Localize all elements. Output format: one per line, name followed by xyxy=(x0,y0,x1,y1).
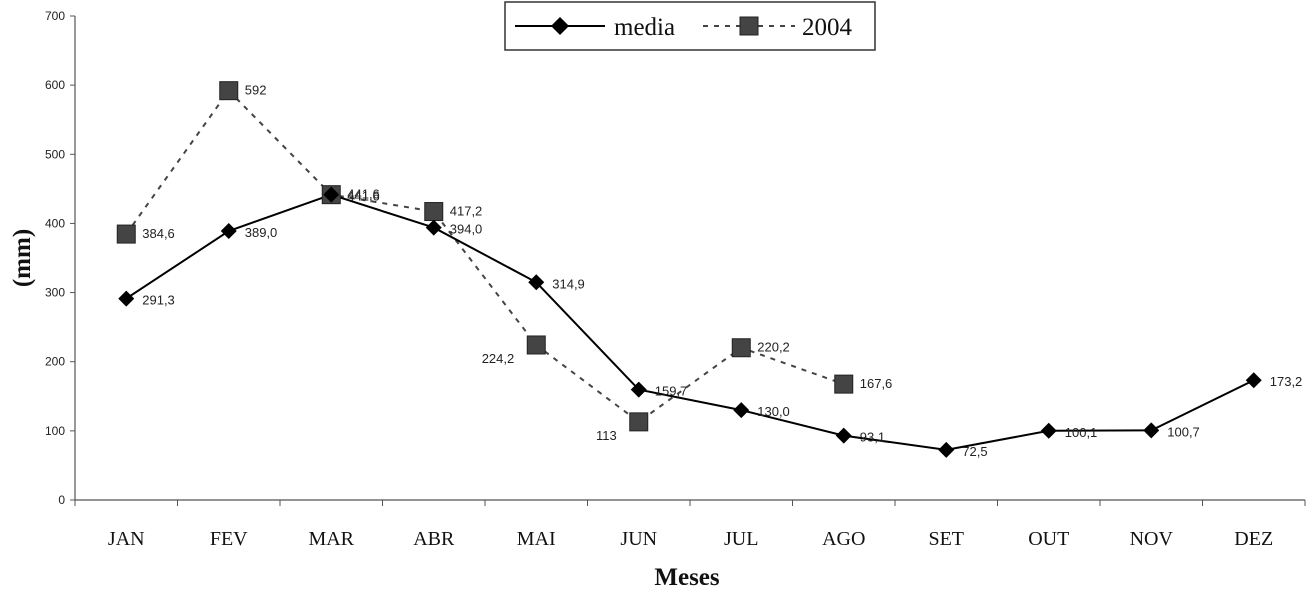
data-label-2004: 167,6 xyxy=(860,376,893,391)
data-point-2004 xyxy=(116,224,136,244)
series-markers xyxy=(116,81,1262,458)
data-point-media xyxy=(118,290,135,307)
x-tick-label: MAR xyxy=(308,528,354,550)
x-tick-label: DEZ xyxy=(1234,528,1273,550)
data-label-2004: 417,2 xyxy=(450,204,483,219)
data-label-media: 291,3 xyxy=(142,293,175,308)
data-point-2004 xyxy=(834,374,854,394)
data-label-media: 394,0 xyxy=(450,222,483,237)
x-tick-label: FEV xyxy=(210,528,248,550)
data-label-media: 173,2 xyxy=(1270,374,1303,389)
axes: 0 100 200 300 400 500 600 700 JAN FEV MAR ABR MAI JUN… xyxy=(45,9,1306,550)
y-tick-label: 300 xyxy=(45,286,65,300)
data-point-media xyxy=(323,186,340,203)
data-label-media: 130,0 xyxy=(757,404,790,419)
data-label-2004: 592 xyxy=(245,83,267,98)
legend-marker-media xyxy=(551,17,569,35)
y-tick-label: 200 xyxy=(45,355,65,369)
data-label-2004: 441,6 xyxy=(347,187,380,202)
y-tick-label: 700 xyxy=(45,9,65,23)
y-tick-label: 600 xyxy=(45,78,65,92)
data-label-media: 314,9 xyxy=(552,276,585,291)
x-tick-label: NOV xyxy=(1130,528,1174,550)
data-label-media: 100,1 xyxy=(1065,425,1098,440)
x-tick-label: SET xyxy=(928,528,964,550)
x-tick-label: AGO xyxy=(822,528,865,550)
data-label-2004: 384,6 xyxy=(142,226,175,241)
data-point-media xyxy=(1143,422,1160,439)
data-point-media xyxy=(630,381,647,398)
data-label-2004: 224,2 xyxy=(482,351,515,366)
data-label-media: 72,5 xyxy=(962,444,987,459)
data-point-media xyxy=(425,219,442,236)
data-point-2004 xyxy=(526,335,546,355)
data-point-media xyxy=(938,441,955,458)
legend-label-2004: 2004 xyxy=(802,14,853,41)
y-axis-title: (mm) xyxy=(9,229,36,287)
data-point-2004 xyxy=(731,338,751,358)
x-axis-title: Meses xyxy=(654,564,720,591)
data-point-media xyxy=(1040,422,1057,439)
data-label-2004: 220,2 xyxy=(757,340,790,355)
x-tick-label: OUT xyxy=(1028,528,1069,550)
data-label-2004: 113 xyxy=(596,428,617,443)
y-tick-label: 0 xyxy=(58,493,65,507)
legend: media 2004 xyxy=(504,1,876,51)
data-label-media: 389,0 xyxy=(245,225,278,240)
y-tick-label: 400 xyxy=(45,216,65,230)
series-lines xyxy=(125,89,1255,451)
x-tick-label: JAN xyxy=(108,528,145,550)
legend-marker-2004 xyxy=(739,16,759,36)
data-point-media xyxy=(835,427,852,444)
y-tick-label: 500 xyxy=(45,147,65,161)
data-point-media xyxy=(733,402,750,419)
data-label-media: 93,1 xyxy=(860,430,885,445)
x-tick-label: JUL xyxy=(724,528,758,550)
data-label-media: 159,7 xyxy=(655,384,688,399)
x-tick-label: ABR xyxy=(413,528,455,550)
series-line-media xyxy=(125,193,1255,451)
legend-label-media: media xyxy=(614,14,675,41)
data-point-media xyxy=(220,223,237,240)
data-labels: 291,3 389,0 441,6 394,0 314,9 159,7 130,0 93,1 7… xyxy=(142,83,1302,459)
data-point-2004 xyxy=(424,202,444,222)
data-label-media: 100,7 xyxy=(1167,424,1200,439)
x-tick-label: JUN xyxy=(620,528,657,550)
x-tick-label: MAI xyxy=(517,528,556,550)
y-tick-label: 100 xyxy=(45,424,65,438)
series-line-2004 xyxy=(125,89,845,424)
data-point-media xyxy=(1245,372,1262,389)
data-label-media: 441,6 xyxy=(347,189,380,204)
data-point-media xyxy=(528,274,545,291)
data-point-2004 xyxy=(629,412,649,432)
data-point-2004 xyxy=(219,81,239,101)
